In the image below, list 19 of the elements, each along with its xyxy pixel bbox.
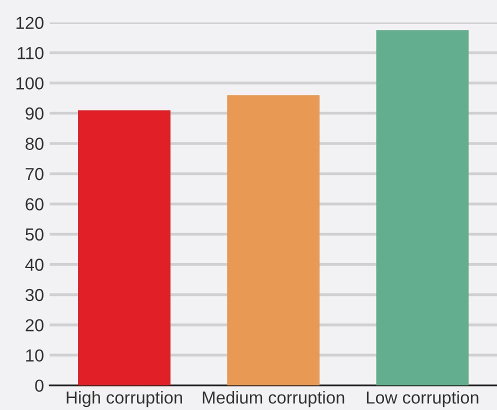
x-tick-label: Medium corruption xyxy=(202,390,344,408)
bar xyxy=(227,95,320,386)
y-tick-label: 120 xyxy=(16,16,44,30)
y-tick-label: 110 xyxy=(18,46,44,60)
x-tick-label: High corruption xyxy=(66,390,182,408)
y-tick-label: 10 xyxy=(26,349,44,362)
y-tick-label: 60 xyxy=(26,198,44,210)
y-tick-label: 100 xyxy=(16,77,44,90)
y-tick-label: 30 xyxy=(26,288,44,302)
y-tick-label: 50 xyxy=(26,228,44,241)
y-tick-label: 70 xyxy=(26,168,44,180)
bar xyxy=(78,110,170,386)
x-tick-label: Low corruption xyxy=(366,390,478,408)
y-tick-label: 20 xyxy=(26,319,44,332)
y-tick-label: 40 xyxy=(25,258,44,271)
y-tick-label: 90 xyxy=(26,107,44,120)
bar xyxy=(376,30,469,386)
y-tick-label: 0 xyxy=(35,380,44,392)
y-tick-label: 80 xyxy=(26,138,44,150)
